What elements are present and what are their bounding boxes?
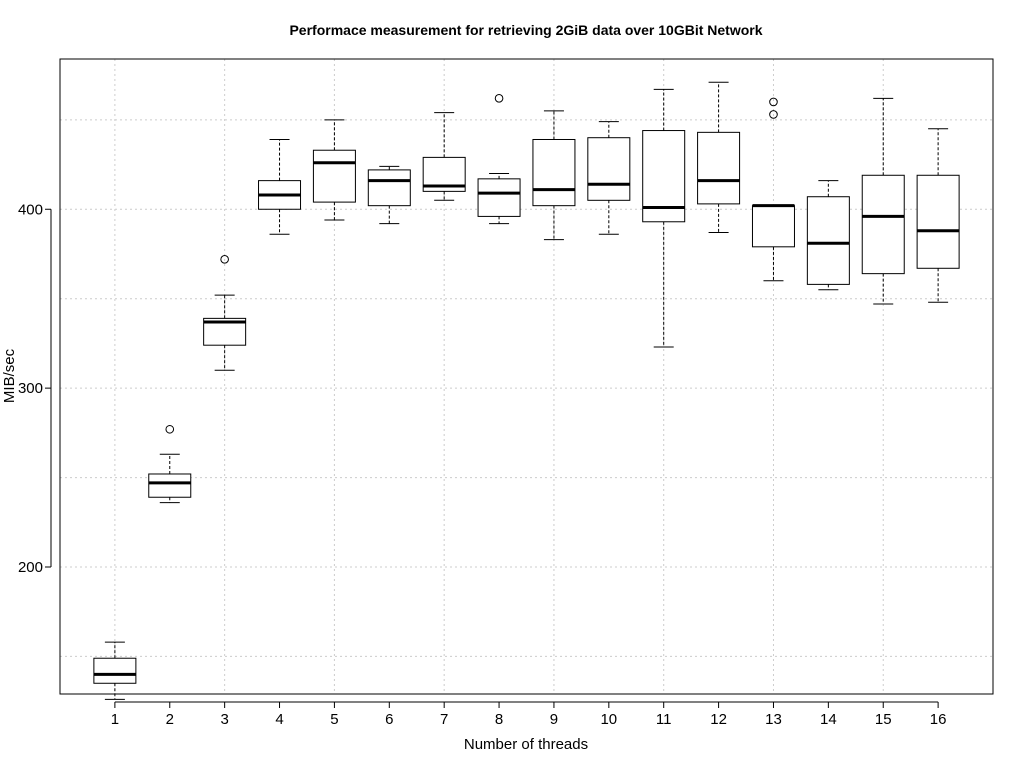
box-rect	[751, 205, 795, 248]
x-tick-label: 2	[166, 711, 174, 728]
x-tick-label: 3	[220, 711, 228, 728]
x-tick-label: 8	[495, 711, 503, 728]
box-rect	[697, 131, 741, 205]
box-rect	[532, 138, 576, 207]
box-6	[367, 165, 411, 225]
box-5	[312, 119, 356, 221]
box-11	[642, 88, 686, 348]
x-tick-label: 4	[275, 711, 283, 728]
box-1	[93, 641, 137, 700]
box-15	[861, 97, 905, 305]
box-rect	[93, 657, 137, 684]
x-tick-label: 1	[111, 711, 119, 728]
box-8	[477, 94, 521, 225]
grid	[60, 59, 993, 694]
outlier-point	[165, 424, 175, 434]
box-rect	[587, 137, 631, 201]
outlier-point	[769, 110, 778, 119]
box-12	[697, 81, 741, 234]
box-rect	[916, 174, 960, 269]
boxes	[93, 81, 960, 700]
x-tick-label: 5	[330, 711, 338, 728]
outlier-point	[769, 97, 778, 107]
outlier-point	[220, 255, 229, 264]
x-tick-label: 16	[930, 711, 947, 728]
box-rect	[312, 149, 356, 203]
chart-title: Performace measurement for retrieving 2G…	[289, 22, 762, 38]
y-tick-label: 300	[18, 380, 43, 397]
box-rect	[806, 196, 850, 285]
box-13	[751, 97, 795, 282]
x-tick-label: 9	[550, 711, 558, 728]
box-10	[587, 121, 631, 235]
x-tick-label: 11	[656, 711, 672, 728]
x-tick-label: 7	[440, 711, 448, 728]
y-tick-label: 400	[18, 201, 43, 218]
y-tick-label: 200	[18, 559, 43, 576]
plot-frame	[59, 58, 994, 695]
box-16	[916, 128, 960, 303]
y-axis-label: MIB/sec	[1, 348, 18, 403]
box-7	[422, 112, 466, 201]
x-tick-label: 6	[385, 711, 393, 728]
box-rect	[367, 169, 411, 207]
box-rect	[477, 178, 521, 217]
box-4	[258, 138, 302, 235]
outlier-point	[494, 94, 504, 103]
x-tick-label: 13	[765, 711, 782, 728]
box-3	[203, 255, 247, 371]
box-rect	[861, 174, 905, 275]
x-tick-label: 12	[710, 711, 727, 728]
box-2	[148, 424, 192, 504]
box-rect	[148, 473, 192, 498]
x-tick-label: 10	[600, 711, 617, 728]
box-14	[806, 180, 850, 291]
x-tick-label: 15	[875, 711, 892, 728]
x-tick-label: 14	[820, 711, 837, 728]
box-9	[532, 110, 576, 241]
x-axis-label: Number of threads	[464, 736, 588, 753]
